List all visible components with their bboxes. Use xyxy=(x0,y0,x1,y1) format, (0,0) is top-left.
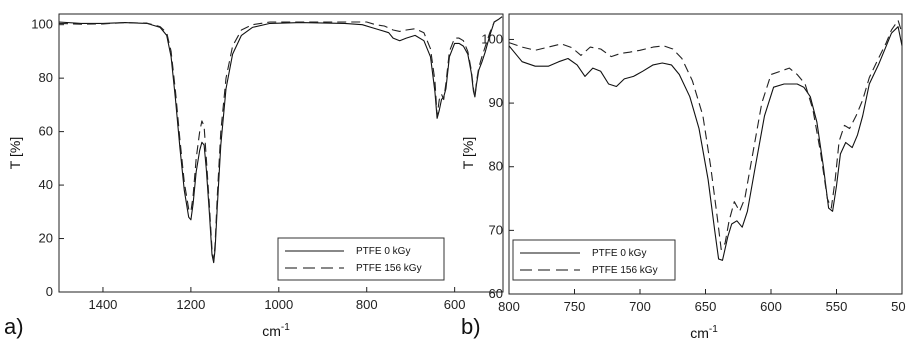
panel-b-y-tick-label: 100 xyxy=(481,31,503,46)
panel-b-x-ticks: 800 750 700 650 600 550 500 xyxy=(498,289,906,314)
panel-a-y-tick-label: 20 xyxy=(39,231,53,246)
panel-b-legend-box xyxy=(512,239,676,281)
panel-a-label: a) xyxy=(4,314,24,339)
panel-a-x-tick-label: 1200 xyxy=(176,297,205,312)
panel-a-legend: PTFE 0 kGy PTFE 156 kGy xyxy=(277,237,445,281)
panel-a-x-tick-label: 800 xyxy=(356,297,378,312)
panel-a-y-tick-label: 80 xyxy=(39,70,53,85)
panel-b-series-0kgy-line xyxy=(508,26,903,261)
panel-a-x-ticks: 1400 1200 1000 800 600 xyxy=(88,287,465,312)
panel-b-y-ticks: 60 70 80 90 100 xyxy=(481,31,514,301)
panel-b-legend: PTFE 0 kGy PTFE 156 kGy xyxy=(512,239,676,281)
panel-a-y-tick-label: 40 xyxy=(39,177,53,192)
panel-a: 1400 1200 1000 800 600 0 20 40 60 80 100 T [%] cm… xyxy=(4,13,504,339)
panel-b-x-tick-label: 550 xyxy=(826,299,848,314)
panel-a-series-156kgy-line xyxy=(58,16,503,261)
panel-a-plot-frame xyxy=(58,13,504,293)
panel-b-y-tick-label: 90 xyxy=(489,95,503,110)
panel-b-series-lines xyxy=(508,19,903,261)
panel-a-series-lines xyxy=(58,16,503,264)
panel-b-y-tick-label: 60 xyxy=(489,286,503,301)
panel-a-y-ticks: 0 20 40 60 80 100 xyxy=(31,17,64,299)
panel-a-legend-box xyxy=(277,237,445,281)
panel-b-x-tick-label: 750 xyxy=(564,299,586,314)
panel-b-y-tick-label: 80 xyxy=(489,159,503,174)
panel-b-x-tick-label: 650 xyxy=(695,299,717,314)
panel-a-series-0kgy-line xyxy=(58,16,503,264)
panel-b-x-tick-label: 700 xyxy=(629,299,651,314)
panel-a-legend-label-156kgy: PTFE 156 kGy xyxy=(356,263,422,274)
panel-b-x-tick-label: 500 xyxy=(891,299,906,314)
panel-a-y-tick-label: 60 xyxy=(39,124,53,139)
panel-a-x-tick-label: 600 xyxy=(444,297,466,312)
panel-a-y-axis-label: T [%] xyxy=(7,137,23,169)
panel-a-x-tick-label: 1000 xyxy=(264,297,293,312)
panel-b-label: b) xyxy=(461,314,481,339)
panel-a-x-tick-label: 1400 xyxy=(88,297,117,312)
panel-a-y-tick-label: 100 xyxy=(31,17,53,32)
panel-a-y-tick-label: 0 xyxy=(46,284,53,299)
panel-b-series-156kgy-line xyxy=(508,19,903,251)
panel-b-y-axis-label: T [%] xyxy=(460,137,476,169)
panel-b-x-axis-label: cm-1 xyxy=(690,324,718,341)
panel-b-y-tick-label: 70 xyxy=(489,222,503,237)
panel-b-x-tick-label: 600 xyxy=(760,299,782,314)
panel-b-legend-label-0kgy: PTFE 0 kGy xyxy=(592,248,646,259)
panel-b-legend-label-156kgy: PTFE 156 kGy xyxy=(592,265,658,276)
panel-a-legend-label-0kgy: PTFE 0 kGy xyxy=(356,246,410,257)
panel-b-x-tick-label: 800 xyxy=(498,299,520,314)
panel-a-x-axis-label: cm-1 xyxy=(262,322,290,339)
